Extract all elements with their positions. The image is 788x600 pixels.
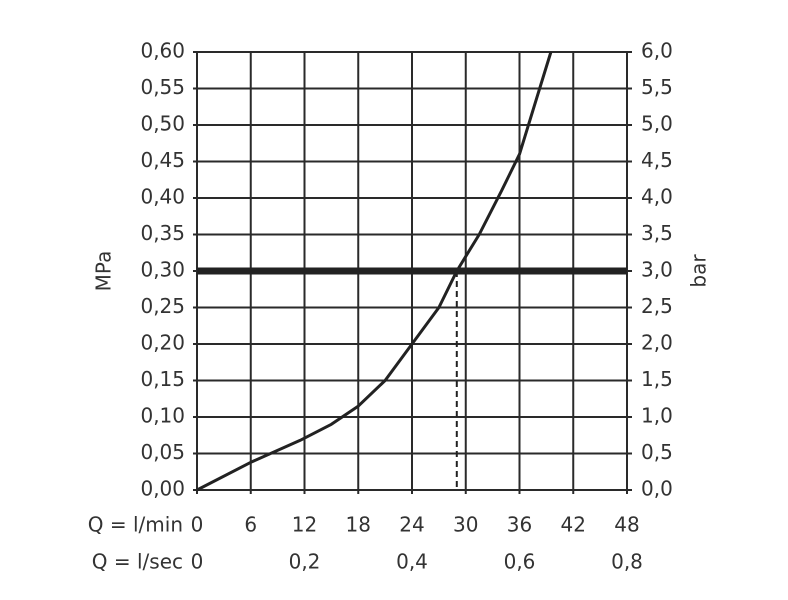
y2-tick-label: 0,5	[641, 440, 673, 464]
x-tick-label: 36	[507, 513, 532, 537]
y-tick-label: 0,20	[140, 331, 185, 355]
x-tick-label: 42	[561, 513, 586, 537]
y2-tick-label: 6,0	[641, 39, 673, 63]
x2-tick-label: 0,8	[611, 550, 643, 574]
y-tick-label: 0,00	[140, 477, 185, 501]
y-tick-label: 0,40	[140, 185, 185, 209]
x-tick-label: 0	[191, 513, 204, 537]
y2-tick-label: 1,5	[641, 367, 673, 391]
y2-tick-label: 0,0	[641, 477, 673, 501]
y-tick-label: 0,45	[140, 148, 185, 172]
x2-tick-label: 0,4	[396, 550, 428, 574]
x-tick-label: 48	[614, 513, 639, 537]
x-tick-label: 18	[346, 513, 371, 537]
curve	[196, 51, 553, 492]
y2-tick-label: 3,0	[641, 258, 673, 282]
y2-tick-label: 4,5	[641, 148, 673, 172]
y-tick-label: 0,10	[140, 404, 185, 428]
y-tick-label: 0,35	[140, 221, 185, 245]
y2-axis-label: bar	[687, 254, 711, 288]
y-tick-label: 0,55	[140, 75, 185, 99]
x-tick-label: 6	[244, 513, 257, 537]
x-axis-label: Q = l/min	[88, 513, 183, 537]
x2-axis-label: Q = l/sec	[92, 550, 183, 574]
x-tick-label: 30	[453, 513, 478, 537]
x-tick-label: 24	[399, 513, 424, 537]
y2-tick-label: 4,0	[641, 185, 673, 209]
y2-tick-label: 1,0	[641, 404, 673, 428]
x2-tick-label: 0,6	[504, 550, 536, 574]
y-tick-label: 0,60	[140, 39, 185, 63]
x2-tick-label: 0	[191, 550, 204, 574]
y2-tick-label: 2,0	[641, 331, 673, 355]
y2-tick-label: 5,5	[641, 75, 673, 99]
x-tick-label: 12	[292, 513, 317, 537]
y-tick-label: 0,30	[140, 258, 185, 282]
y2-tick-label: 3,5	[641, 221, 673, 245]
y-tick-label: 0,25	[140, 294, 185, 318]
y-tick-label: 0,15	[140, 367, 185, 391]
y2-tick-label: 5,0	[641, 112, 673, 136]
x2-tick-label: 0,2	[289, 550, 321, 574]
y-axis-label: MPa	[92, 251, 116, 292]
y2-tick-label: 2,5	[641, 294, 673, 318]
y-tick-label: 0,50	[140, 112, 185, 136]
y-tick-label: 0,05	[140, 440, 185, 464]
